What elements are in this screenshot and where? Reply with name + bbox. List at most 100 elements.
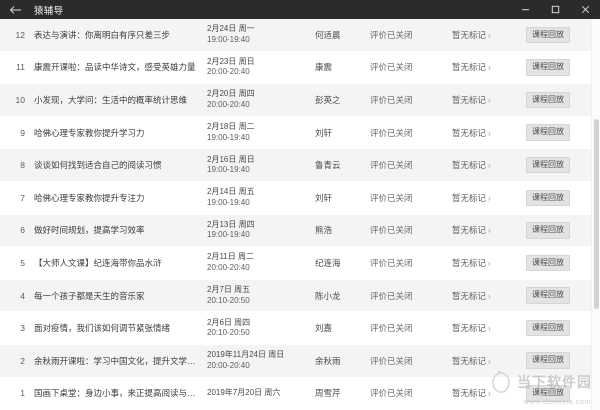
course-date: 2月13日 周四 (207, 219, 255, 229)
mark-link[interactable]: 暂无标记 › (452, 94, 526, 106)
mark-label: 暂无标记 (452, 29, 487, 40)
course-title[interactable]: 谈谈如何找到适合自己的阅读习惯 (34, 160, 162, 171)
vertical-scrollbar[interactable] (591, 19, 600, 410)
teacher-name: 熊浩 (315, 225, 333, 236)
mark-link[interactable]: 暂无标记 › (452, 290, 526, 302)
table-row[interactable]: 7 哈佛心理专家教你提升专注力 2月14日 周五 19:00-19:40 刘轩 评价已关闭… (0, 181, 600, 215)
course-datetime: 2月24日 周一 19:00-19:40 (207, 24, 315, 45)
chevron-right-icon: › (488, 128, 491, 138)
table-row[interactable]: 11 康震开课啦：品读中华诗文，感受英雄力量 2月23日 周日 20:00-20:40… (0, 51, 600, 85)
table-row[interactable]: 3 面对疫情，我们该如何调节紧张情绪 2月6日 周四 20:10-20:50 刘嘉 评价已… (0, 312, 600, 345)
back-arrow-icon (9, 5, 22, 15)
course-title[interactable]: 做好时间规划，提高学习效率 (34, 225, 145, 236)
mark-link[interactable]: 暂无标记 › (452, 159, 526, 171)
mark-link[interactable]: 暂无标记 › (452, 322, 526, 334)
course-time: 20:00-20:40 (207, 262, 250, 272)
course-replay-button[interactable]: 课程回放 (526, 91, 570, 109)
course-datetime: 2月16日 周日 19:00-19:40 (207, 155, 315, 176)
mark-label: 暂无标记 (452, 388, 487, 399)
evaluation-status: 评价已关闭 (370, 127, 413, 138)
teacher-name: 陈小龙 (315, 290, 341, 301)
chevron-right-icon: › (488, 324, 491, 334)
mark-link[interactable]: 暂无标记 › (452, 127, 526, 139)
mark-link[interactable]: 暂无标记 › (452, 192, 526, 204)
course-replay-button[interactable]: 课程回放 (526, 189, 570, 207)
title-bar: 猿辅导 (0, 0, 600, 19)
chevron-right-icon: › (488, 258, 491, 268)
row-actions: 课程回放 (526, 385, 582, 402)
course-replay-button[interactable]: 课程回放 (526, 385, 570, 402)
course-title[interactable]: 哈佛心理专家教你提升专注力 (34, 192, 145, 203)
teacher-name: 康震 (315, 62, 333, 73)
course-title[interactable]: 面对疫情，我们该如何调节紧张情绪 (34, 323, 171, 334)
course-datetime: 2月11日 周二 20:00-20:40 (207, 252, 315, 273)
close-button[interactable] (570, 0, 600, 19)
course-date: 2月23日 周日 (207, 56, 255, 66)
table-row[interactable]: 12 表达与演讲：你离明白有序只差三步 2月24日 周一 19:00-19:40 何适晨… (0, 19, 600, 52)
mark-label: 暂无标记 (452, 127, 487, 138)
table-row[interactable]: 5 【大师人文课】纪连海带你品水浒 2月11日 周二 20:00-20:40 纪连海 评价… (0, 247, 600, 280)
course-date: 2月20日 周四 (207, 89, 255, 99)
minimize-icon (521, 5, 530, 14)
table-row[interactable]: 6 做好时间规划，提高学习效率 2月13日 周四 19:00-19:40 熊浩 评价已关闭… (0, 214, 600, 248)
mark-link[interactable]: 暂无标记 › (452, 224, 526, 236)
course-replay-button[interactable]: 课程回放 (526, 222, 570, 239)
chevron-right-icon: › (488, 30, 491, 40)
evaluation-status: 评价已关闭 (370, 290, 413, 301)
row-actions: 课程回放 (526, 124, 582, 141)
course-title[interactable]: 康震开课啦：品读中华诗文，感受英雄力量 (34, 62, 196, 73)
course-time: 20:00-20:40 (207, 67, 250, 77)
back-button[interactable] (0, 0, 30, 19)
course-replay-button[interactable]: 课程回放 (526, 156, 570, 174)
row-actions: 课程回放 (526, 189, 582, 207)
table-row[interactable]: 10 小发现，大学问：生活中的概率统计思维 2月20日 周四 20:00-20:40 彭… (0, 84, 600, 117)
maximize-button[interactable] (540, 0, 570, 19)
row-actions: 课程回放 (526, 59, 582, 76)
row-actions: 课程回放 (526, 254, 582, 272)
teacher-name: 彭英之 (315, 94, 341, 105)
course-title[interactable]: 表达与演讲：你离明白有序只差三步 (34, 29, 171, 40)
table-row[interactable]: 9 哈佛心理专家教你提升学习力 2月18日 周二 19:00-19:40 刘轩 评价已关闭… (0, 116, 600, 150)
course-replay-button[interactable]: 课程回放 (526, 124, 570, 141)
course-replay-button[interactable]: 课程回放 (526, 287, 570, 304)
table-row[interactable]: 1 国画下桌堂：身边小事，来正提高阅读与写作能力 2019年7月20日 周六 周雪芹 评… (0, 377, 600, 410)
table-row[interactable]: 4 每一个孩子都是天生的音乐家 2月7日 周五 20:10-20:50 陈小龙 评价已关闭… (0, 279, 600, 313)
evaluation-status: 评价已关闭 (370, 257, 413, 268)
table-row[interactable]: 2 余秋雨开课啦：学习中国文化，提升文学素养 2019年11月24日 周日 20:00… (0, 344, 600, 378)
course-replay-button[interactable]: 课程回放 (526, 59, 570, 76)
row-actions: 课程回放 (526, 352, 582, 369)
table-row[interactable]: 8 谈谈如何找到适合自己的阅读习惯 2月16日 周日 19:00-19:40 鲁青云 评价… (0, 149, 600, 182)
row-index: 6 (20, 225, 25, 236)
course-replay-button[interactable]: 课程回放 (526, 254, 570, 272)
mark-link[interactable]: 暂无标记 › (452, 61, 526, 73)
course-time: 20:00-20:40 (207, 99, 250, 109)
row-index: 8 (20, 160, 25, 171)
course-replay-button[interactable]: 课程回放 (526, 319, 570, 337)
chevron-right-icon: › (488, 161, 491, 171)
course-datetime: 2019年7月20日 周六 (207, 388, 315, 399)
course-list[interactable]: 12 表达与演讲：你离明白有序只差三步 2月24日 周一 19:00-19:40 何适晨… (0, 19, 600, 410)
course-datetime: 2月6日 周四 20:10-20:50 (207, 318, 315, 339)
course-replay-button[interactable]: 课程回放 (526, 26, 570, 44)
chevron-right-icon: › (488, 63, 491, 73)
course-title[interactable]: 小发现，大学问：生活中的概率统计思维 (34, 94, 188, 105)
mark-link[interactable]: 暂无标记 › (452, 355, 526, 367)
course-title[interactable]: 余秋雨开课啦：学习中国文化，提升文学素养 (34, 355, 205, 366)
course-date: 2月14日 周五 (207, 187, 255, 197)
minimize-button[interactable] (510, 0, 540, 19)
mark-link[interactable]: 暂无标记 › (452, 257, 526, 269)
course-date: 2月6日 周四 (207, 317, 251, 327)
mark-label: 暂无标记 (452, 355, 487, 366)
teacher-name: 周雪芹 (315, 388, 341, 399)
course-title[interactable]: 【大师人文课】纪连海带你品水浒 (34, 257, 162, 268)
mark-link[interactable]: 暂无标记 › (452, 387, 526, 399)
chevron-right-icon: › (488, 226, 491, 236)
course-title[interactable]: 每一个孩子都是天生的音乐家 (34, 290, 145, 301)
course-title[interactable]: 国画下桌堂：身边小事，来正提高阅读与写作能力 (34, 388, 207, 399)
mark-link[interactable]: 暂无标记 › (452, 29, 526, 41)
course-replay-button[interactable]: 课程回放 (526, 352, 570, 369)
scrollbar-thumb[interactable] (594, 119, 599, 309)
course-datetime: 2019年11月24日 周日 20:00-20:40 (207, 350, 315, 371)
course-title[interactable]: 哈佛心理专家教你提升学习力 (34, 127, 145, 138)
